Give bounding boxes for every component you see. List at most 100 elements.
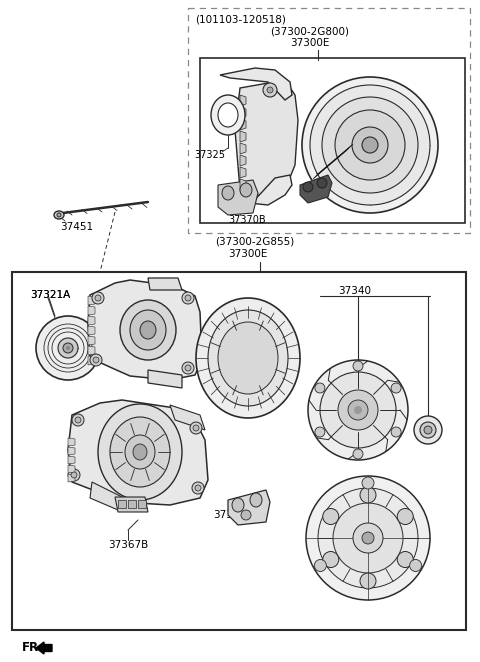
- Ellipse shape: [110, 417, 170, 487]
- Polygon shape: [68, 400, 208, 505]
- Ellipse shape: [140, 321, 156, 339]
- Ellipse shape: [120, 300, 176, 360]
- Polygon shape: [240, 131, 246, 142]
- Polygon shape: [220, 68, 292, 100]
- Text: 37321A: 37321A: [30, 290, 70, 300]
- Ellipse shape: [323, 551, 339, 567]
- Ellipse shape: [130, 310, 166, 350]
- Ellipse shape: [318, 488, 418, 588]
- Ellipse shape: [414, 416, 442, 444]
- Ellipse shape: [90, 354, 102, 366]
- Text: (101103-120518): (101103-120518): [195, 14, 286, 24]
- Ellipse shape: [71, 472, 77, 478]
- Polygon shape: [88, 346, 95, 355]
- Ellipse shape: [362, 137, 378, 153]
- Ellipse shape: [58, 338, 78, 358]
- Ellipse shape: [182, 362, 194, 374]
- Bar: [138, 500, 146, 508]
- Polygon shape: [68, 456, 75, 464]
- FancyArrow shape: [36, 642, 52, 654]
- Text: 37340: 37340: [338, 286, 372, 296]
- Ellipse shape: [98, 404, 182, 500]
- Polygon shape: [218, 180, 258, 215]
- Ellipse shape: [424, 426, 432, 434]
- Polygon shape: [68, 474, 75, 482]
- Ellipse shape: [315, 383, 325, 393]
- Ellipse shape: [306, 476, 430, 600]
- Polygon shape: [88, 326, 95, 335]
- Ellipse shape: [360, 487, 376, 503]
- Ellipse shape: [353, 449, 363, 459]
- Ellipse shape: [409, 559, 421, 571]
- Ellipse shape: [250, 493, 262, 507]
- Ellipse shape: [195, 485, 201, 491]
- Ellipse shape: [353, 523, 383, 553]
- Polygon shape: [148, 370, 182, 388]
- Ellipse shape: [420, 422, 436, 438]
- Bar: [118, 500, 126, 508]
- Ellipse shape: [72, 414, 84, 426]
- Polygon shape: [240, 95, 246, 106]
- Polygon shape: [313, 144, 353, 179]
- Bar: [128, 500, 136, 508]
- Ellipse shape: [222, 186, 234, 200]
- Ellipse shape: [92, 292, 104, 304]
- Ellipse shape: [303, 182, 313, 192]
- Polygon shape: [88, 306, 95, 315]
- Polygon shape: [148, 278, 182, 290]
- Ellipse shape: [36, 316, 100, 380]
- Ellipse shape: [352, 127, 388, 163]
- Ellipse shape: [93, 357, 99, 363]
- Ellipse shape: [353, 361, 363, 371]
- Text: 37370B: 37370B: [213, 510, 253, 520]
- Bar: [200, 58, 465, 223]
- Ellipse shape: [317, 178, 327, 188]
- Ellipse shape: [133, 444, 147, 460]
- Ellipse shape: [182, 292, 194, 304]
- Polygon shape: [88, 336, 95, 345]
- Polygon shape: [90, 482, 122, 510]
- Ellipse shape: [95, 295, 101, 301]
- Polygon shape: [68, 465, 75, 473]
- Ellipse shape: [232, 498, 244, 512]
- Text: 37300E: 37300E: [228, 249, 267, 259]
- Text: 37300E: 37300E: [290, 38, 329, 48]
- Text: 37325: 37325: [194, 150, 226, 160]
- Ellipse shape: [310, 85, 430, 205]
- Ellipse shape: [320, 372, 396, 448]
- Polygon shape: [235, 80, 298, 198]
- Ellipse shape: [208, 310, 288, 406]
- Polygon shape: [240, 119, 246, 130]
- Ellipse shape: [57, 213, 61, 217]
- Ellipse shape: [185, 365, 191, 371]
- Polygon shape: [88, 296, 95, 305]
- Ellipse shape: [192, 482, 204, 494]
- Text: (37300-2G800): (37300-2G800): [270, 26, 349, 36]
- Ellipse shape: [63, 343, 73, 353]
- Polygon shape: [228, 490, 270, 525]
- Polygon shape: [88, 316, 95, 325]
- Ellipse shape: [338, 390, 378, 430]
- Ellipse shape: [218, 322, 278, 394]
- Ellipse shape: [68, 469, 80, 481]
- Ellipse shape: [66, 346, 70, 350]
- Polygon shape: [300, 175, 332, 203]
- Bar: [12, 272, 466, 630]
- Ellipse shape: [54, 211, 64, 219]
- Ellipse shape: [267, 87, 273, 93]
- Text: 37451: 37451: [60, 222, 93, 232]
- Ellipse shape: [322, 97, 418, 193]
- Ellipse shape: [193, 425, 199, 431]
- Ellipse shape: [190, 422, 202, 434]
- Ellipse shape: [362, 532, 374, 544]
- Text: (37300-2G855): (37300-2G855): [215, 237, 294, 247]
- Polygon shape: [88, 356, 95, 365]
- Ellipse shape: [241, 510, 251, 520]
- Ellipse shape: [211, 95, 245, 135]
- Ellipse shape: [185, 295, 191, 301]
- Polygon shape: [240, 179, 246, 190]
- Ellipse shape: [308, 360, 408, 460]
- Ellipse shape: [348, 400, 368, 420]
- Ellipse shape: [314, 559, 326, 571]
- Ellipse shape: [323, 508, 339, 524]
